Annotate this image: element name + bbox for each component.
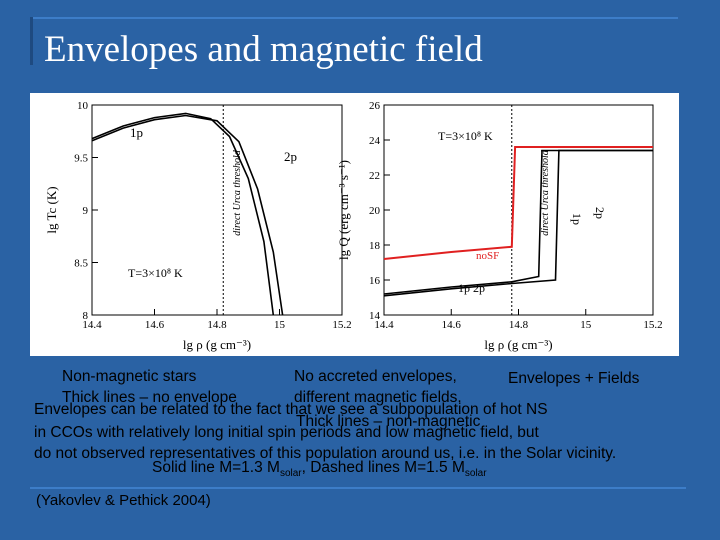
frame-top-rule bbox=[30, 17, 678, 19]
annotation-temperature-left: T=3×10⁸ K bbox=[128, 266, 183, 280]
y-tick-label: 8 bbox=[83, 310, 89, 322]
y-tick-label: 20 bbox=[369, 205, 381, 217]
dashed-line-subscript: solar bbox=[464, 468, 487, 480]
y-tick-label: 26 bbox=[369, 100, 381, 112]
x-tick-label: 15 bbox=[274, 319, 286, 331]
caption-right-top: Envelopes + Fields bbox=[508, 370, 640, 387]
y-axis-label: lg Q (erg cm⁻³ s⁻¹) bbox=[336, 160, 351, 260]
x-tick-label: 15 bbox=[580, 319, 592, 331]
slide-title: Envelopes and magnetic field bbox=[44, 29, 483, 70]
annotation-1p2p-right: 1p 2p bbox=[458, 281, 485, 295]
caption-mid-bottom: different magnetic fields. bbox=[294, 389, 462, 406]
annotation-2p-left: 2p bbox=[284, 149, 297, 164]
figure-svg: 14.4 14.6 14.8 15 15.2 8 8.5 9 9.5 10 lg ρ (g cm⁻³… bbox=[44, 100, 663, 352]
x-tick-label: 15.2 bbox=[332, 319, 351, 331]
y-tick-label: 18 bbox=[369, 240, 381, 252]
annotation-1p-right: 1p bbox=[570, 213, 584, 225]
y-tick-label: 9.5 bbox=[74, 153, 88, 165]
caption-mid-top: No accreted envelopes, bbox=[294, 368, 457, 385]
frame-bottom-rule bbox=[30, 487, 686, 489]
annotation-threshold-left: direct Urca threshold bbox=[232, 149, 243, 236]
x-axis-label: lg ρ (g cm⁻³) bbox=[183, 337, 251, 352]
mass-legend-line: Solid line M=1.3 Msolar, Dashed lines M=… bbox=[152, 460, 487, 479]
series-line-1p-0 bbox=[91, 112, 275, 316]
x-tick-label: 14.8 bbox=[207, 319, 227, 331]
y-tick-label: 10 bbox=[77, 100, 89, 112]
citation: (Yakovlev & Pethick 2004) bbox=[36, 492, 211, 509]
series-line-noSF-1 bbox=[383, 146, 653, 260]
y-tick-label: 8.5 bbox=[74, 258, 88, 270]
series-line-1p-1 bbox=[383, 149, 653, 295]
y-tick-label: 9 bbox=[83, 205, 89, 217]
x-tick-label: 14.8 bbox=[509, 319, 529, 331]
x-tick-label: 15.2 bbox=[643, 319, 662, 331]
x-tick-label: 14.4 bbox=[374, 319, 394, 331]
y-tick-label: 16 bbox=[369, 275, 381, 287]
body-line-1: Envelopes can be related to the fact tha… bbox=[34, 401, 548, 418]
annotation-2p-right: 2p bbox=[593, 207, 607, 219]
body-line-3: do not observed representatives of this … bbox=[34, 445, 617, 462]
x-tick-label: 14.6 bbox=[145, 319, 165, 331]
x-tick-label: 14.4 bbox=[82, 319, 102, 331]
solid-line-subscript: solar bbox=[279, 468, 302, 480]
series-line-2p-1 bbox=[383, 149, 653, 297]
annotation-temperature-right: T=3×10⁸ K bbox=[438, 129, 493, 143]
x-axis-label: lg ρ (g cm⁻³) bbox=[484, 337, 552, 352]
caption-left-top: Non-magnetic stars bbox=[62, 368, 197, 385]
series-line-2p-0 bbox=[91, 114, 284, 316]
frame-left-rule bbox=[30, 17, 33, 65]
solid-line-label: Solid line M=1.3 M bbox=[152, 459, 280, 476]
annotation-nosf: noSF bbox=[476, 250, 499, 262]
annotation-threshold-right: direct Urca threshold bbox=[540, 149, 551, 236]
caption-left-bottom: Thick lines – no envelope bbox=[62, 389, 237, 406]
y-tick-label: 22 bbox=[369, 170, 380, 182]
x-tick-label: 14.6 bbox=[442, 319, 462, 331]
body-line-2: in CCOs with relatively long initial spi… bbox=[34, 424, 539, 441]
y-axis-label: lg Tc (K) bbox=[44, 186, 59, 233]
y-tick-label: 24 bbox=[369, 135, 381, 147]
annotation-1p-left: 1p bbox=[130, 125, 143, 140]
dashed-line-label: , Dashed lines M=1.5 M bbox=[301, 459, 465, 476]
y-tick-label: 14 bbox=[369, 310, 381, 322]
figure-panel: 14.4 14.6 14.8 15 15.2 8 8.5 9 9.5 10 lg ρ (g cm⁻³… bbox=[30, 93, 679, 356]
caption-right-bottom: Thick lines – non-magnetic bbox=[296, 413, 481, 430]
